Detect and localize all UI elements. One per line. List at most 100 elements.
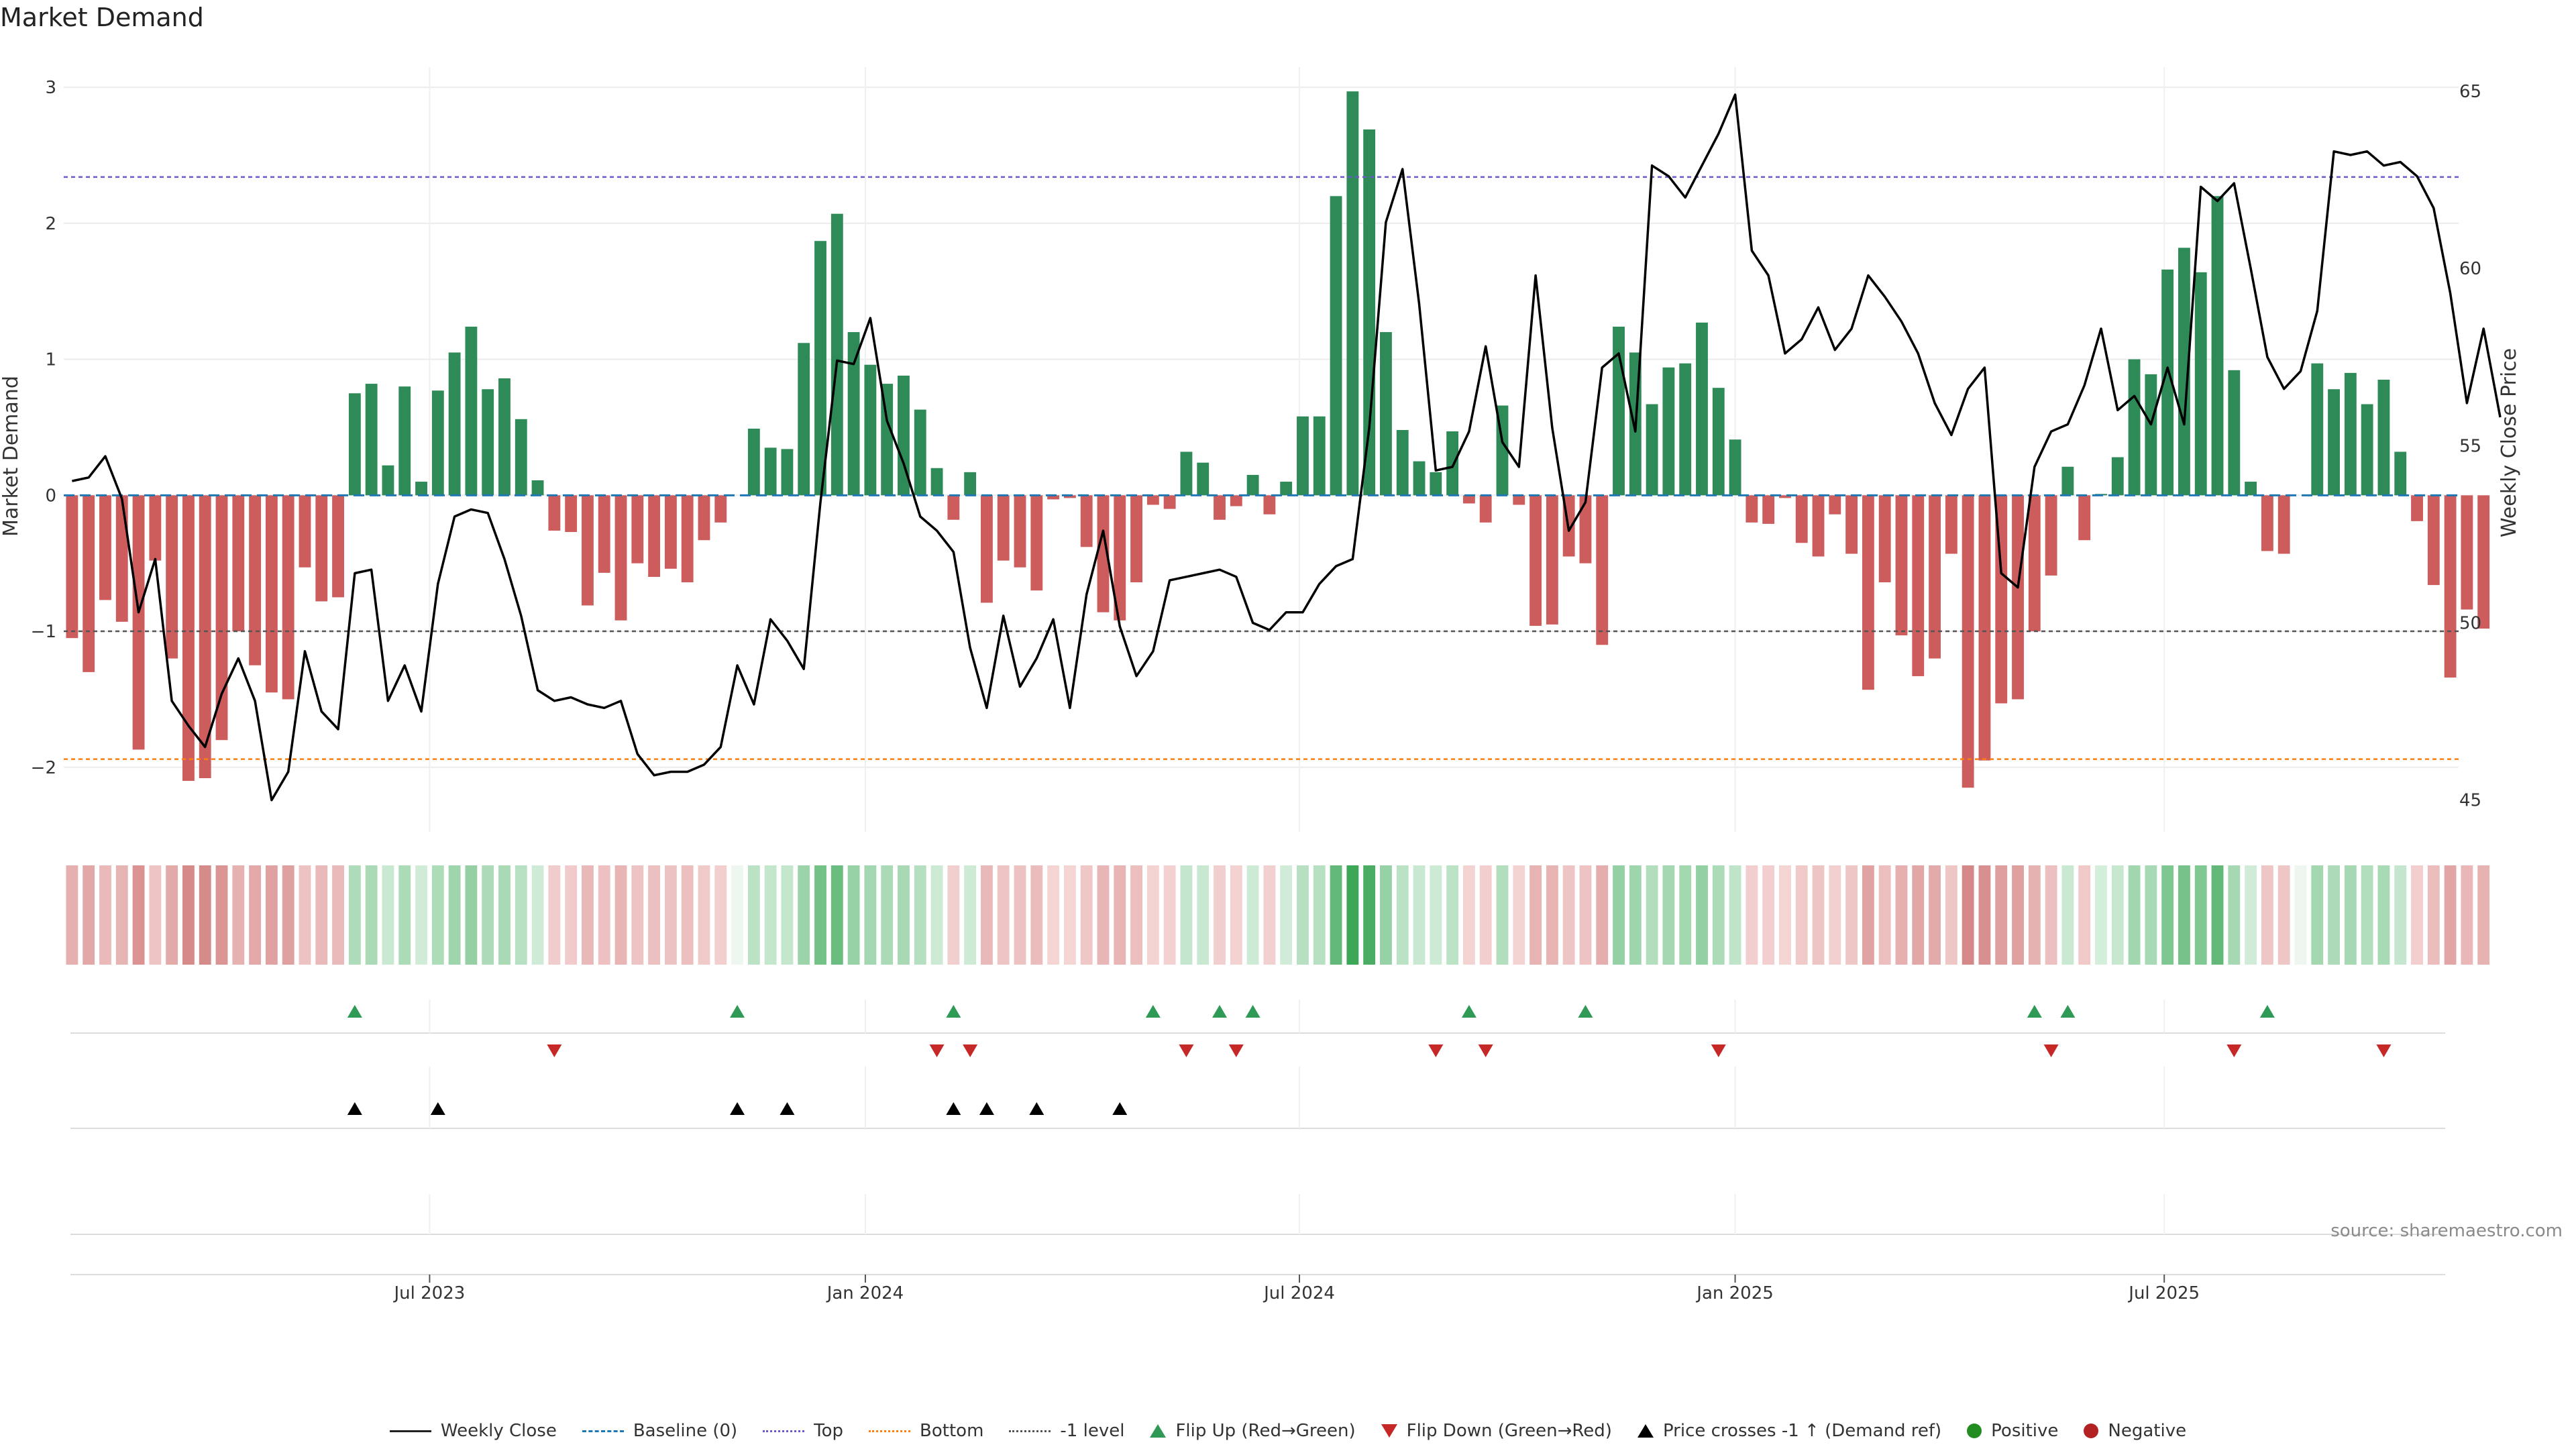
legend-line	[582, 1430, 624, 1432]
heat-cell-positive	[2228, 865, 2241, 965]
demand-bar-positive	[1646, 404, 1658, 496]
heat-cell-negative	[265, 865, 278, 965]
heat-cell-negative	[1762, 865, 1775, 965]
price-series	[72, 93, 2502, 802]
legend-line	[869, 1430, 911, 1432]
heat-cell-negative	[99, 865, 111, 965]
flip-up-marker	[2259, 1005, 2275, 1018]
demand-bar-positive	[498, 378, 511, 496]
heat-cell-positive	[2311, 865, 2324, 965]
demand-bar-negative	[1462, 495, 1475, 504]
demand-bar-positive	[1729, 439, 1741, 496]
flip-up-marker	[1145, 1005, 1161, 1018]
heat-cell-positive	[2161, 865, 2174, 965]
legend-label: Top	[814, 1421, 844, 1441]
heat-cell-positive	[830, 865, 843, 965]
heat-cell-negative	[149, 865, 162, 965]
heat-cell-negative	[332, 865, 344, 965]
demand-bar-negative	[1529, 495, 1542, 626]
demand-bar-positive	[2245, 482, 2257, 496]
demand-bar-negative	[1895, 495, 1908, 636]
heat-cell-positive	[1629, 865, 1642, 965]
heat-cell-negative	[215, 865, 228, 965]
legend-triangle-up-icon	[1150, 1424, 1167, 1438]
heat-cell-negative	[1479, 865, 1492, 965]
heat-cell-positive	[2145, 865, 2157, 965]
demand-bar-negative	[1795, 495, 1808, 543]
demand-bar-negative	[232, 495, 245, 632]
demand-bar-positive	[415, 482, 427, 496]
heat-cell-negative	[1146, 865, 1159, 965]
demand-bar-negative	[1479, 495, 1492, 523]
heat-cell-negative	[2444, 865, 2457, 965]
heat-cell-negative	[1929, 865, 1941, 965]
gridlines	[64, 67, 2459, 832]
heat-cell-negative	[1047, 865, 1060, 965]
heat-cell-negative	[1214, 865, 1226, 965]
heat-cell-negative	[1546, 865, 1558, 965]
heat-cell-positive	[1496, 865, 1509, 965]
heat-cell-negative	[698, 865, 710, 965]
demand-bar-positive	[1280, 482, 1293, 496]
demand-bar-negative	[598, 495, 610, 573]
legend-item: Negative	[2084, 1421, 2186, 1441]
demand-bar-negative	[1080, 495, 1093, 547]
heat-cell-positive	[498, 865, 511, 965]
heat-cell-negative	[1795, 865, 1808, 965]
heat-cell-positive	[1413, 865, 1426, 965]
heat-cell-negative	[1845, 865, 1858, 965]
demand-bar-negative	[2427, 495, 2440, 586]
flip-down-marker	[2376, 1044, 2392, 1057]
legend-label: Flip Up (Red→Green)	[1175, 1421, 1356, 1441]
demand-bar-negative	[1546, 495, 1558, 625]
y-tick-label: 1	[45, 350, 56, 370]
y-tick-label: 0	[45, 486, 56, 506]
heat-cell-positive	[1197, 865, 1210, 965]
legend-label: Flip Down (Green→Red)	[1406, 1421, 1612, 1441]
heat-cell-positive	[1180, 865, 1193, 965]
heat-cell-negative	[1263, 865, 1276, 965]
demand-bar-negative	[698, 495, 710, 541]
heat-cell-positive	[2245, 865, 2257, 965]
heat-cell-negative	[1114, 865, 1126, 965]
heat-cell-positive	[2328, 865, 2340, 965]
heat-cell-positive	[1280, 865, 1293, 965]
heat-cell-positive	[2394, 865, 2407, 965]
heat-cell-negative	[1779, 865, 1791, 965]
y2-tick-label: 45	[2459, 791, 2481, 811]
demand-bar-positive	[1613, 326, 1625, 496]
heat-cell-negative	[1878, 865, 1891, 965]
demand-bars	[66, 91, 2490, 788]
heat-cell-negative	[182, 865, 195, 965]
price-cross-marker	[780, 1102, 795, 1115]
legend-label: Baseline (0)	[633, 1421, 738, 1441]
demand-bar-negative	[1596, 495, 1609, 645]
demand-bar-negative	[166, 495, 178, 659]
demand-bar-negative	[947, 495, 960, 520]
heat-cell-negative	[2477, 865, 2490, 965]
demand-bar-negative	[1962, 495, 1974, 788]
demand-bar-negative	[1163, 495, 1176, 509]
heat-cell-positive	[1380, 865, 1392, 965]
chart-title: Market Demand	[0, 3, 204, 32]
demand-bar-positive	[1313, 416, 1326, 496]
heat-cell-negative	[947, 865, 960, 965]
demand-bar-negative	[565, 495, 578, 533]
legend-item: Price crosses -1 ↑ (Demand ref)	[1637, 1421, 1941, 1441]
demand-bar-negative	[99, 495, 111, 600]
legend-line-swatch	[582, 1422, 624, 1440]
demand-bar-positive	[2328, 389, 2340, 496]
heat-cell-negative	[115, 865, 128, 965]
demand-bar-negative	[332, 495, 344, 598]
heat-cell-positive	[2377, 865, 2390, 965]
heat-cell-negative	[714, 865, 727, 965]
demand-bar-negative	[2277, 495, 2290, 554]
demand-bar-negative	[282, 495, 294, 700]
heat-cell-positive	[1613, 865, 1625, 965]
heat-cell-negative	[1080, 865, 1093, 965]
legend-line-swatch	[1009, 1422, 1051, 1440]
demand-bar-negative	[1978, 495, 1991, 761]
flip-up-marker	[1578, 1005, 1593, 1018]
heat-cell-positive	[1679, 865, 1692, 965]
demand-bar-negative	[2078, 495, 2091, 541]
